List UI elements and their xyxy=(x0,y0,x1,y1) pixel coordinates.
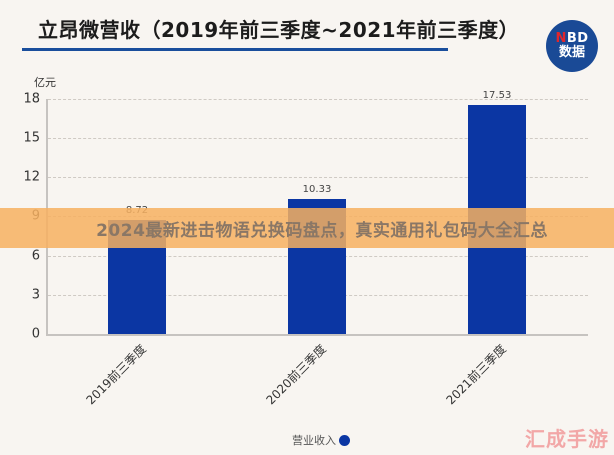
gridline-15 xyxy=(48,138,588,139)
x-label-2021: 2021前三季度 xyxy=(443,341,510,408)
corner-watermark: 汇成手游 xyxy=(525,427,609,451)
chart-title: 立昂微营收（2019年前三季度~2021年前三季度） xyxy=(38,18,520,42)
overlay-banner: 2024最新进击物语兑换码盘点，真实通用礼包码大全汇总 xyxy=(0,208,614,248)
x-label-2019: 2019前三季度 xyxy=(83,341,150,408)
nbd-logo-subtext: 数据 xyxy=(558,45,585,60)
legend-dot-icon xyxy=(339,434,350,446)
nbd-logo-badge: NBD 数据 xyxy=(546,20,598,72)
y-tick-18: 18 xyxy=(23,91,40,107)
gridline-12 xyxy=(48,177,588,178)
y-tick-12: 12 xyxy=(23,169,40,185)
y-axis-unit: 亿元 xyxy=(34,76,56,89)
y-tick-6: 6 xyxy=(31,248,40,264)
overlay-banner-text: 2024最新进击物语兑换码盘点，真实通用礼包码大全汇总 xyxy=(96,220,548,241)
title-underline xyxy=(22,48,448,51)
bar-value-2020: 10.33 xyxy=(302,184,332,195)
legend: 营业收入 xyxy=(292,432,350,448)
y-tick-0: 0 xyxy=(31,326,40,342)
y-tick-3: 3 xyxy=(31,287,40,303)
x-label-2020: 2020前三季度 xyxy=(263,341,330,408)
nbd-logo-text: NBD xyxy=(555,31,589,47)
legend-label: 营业收入 xyxy=(292,434,336,447)
x-axis-line xyxy=(46,334,588,336)
bar-value-2021: 17.53 xyxy=(482,90,512,101)
y-tick-15: 15 xyxy=(23,130,40,146)
gridline-18 xyxy=(48,99,588,100)
